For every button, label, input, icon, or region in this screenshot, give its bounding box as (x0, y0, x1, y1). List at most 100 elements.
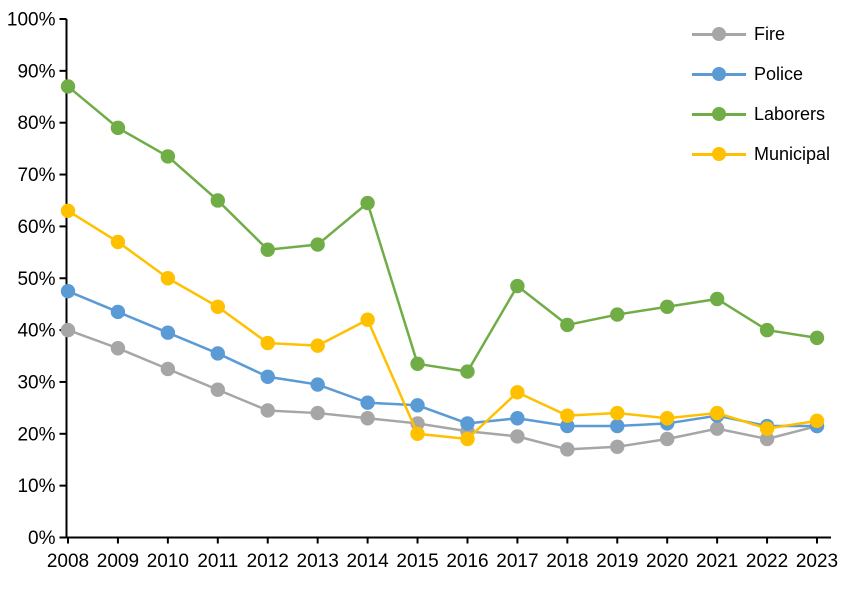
series-marker-police (510, 411, 525, 426)
series-marker-police (460, 416, 475, 431)
series-marker-laborers (360, 195, 375, 211)
x-axis-tick-label: 2015 (396, 551, 438, 572)
series-marker-municipal (210, 299, 225, 314)
series-line-municipal (67, 209, 818, 441)
x-axis-tick-label: 2022 (746, 551, 788, 572)
legend-item-police: Police (692, 58, 830, 90)
series-marker-police (360, 395, 375, 410)
series-marker-municipal (60, 203, 76, 219)
police-series-icon (692, 66, 746, 82)
legend-item-fire: Fire (692, 18, 830, 50)
y-axis-tick-label: 30% (17, 372, 55, 393)
y-axis-tick-label: 20% (17, 424, 55, 445)
series-marker-laborers (709, 291, 725, 307)
series-marker-fire (759, 431, 775, 447)
series-marker-municipal (310, 338, 325, 353)
series-marker-laborers (759, 322, 775, 338)
x-axis-tick-label: 2023 (796, 551, 838, 572)
series-marker-municipal (809, 413, 825, 429)
series-marker-municipal (260, 335, 275, 351)
x-axis-tick-label: 2014 (346, 551, 389, 572)
series-marker-municipal (510, 385, 525, 400)
series-marker-laborers (560, 317, 575, 333)
series-marker-laborers (610, 307, 625, 322)
series-marker-fire (660, 431, 675, 447)
municipal-series-icon (692, 146, 746, 162)
series-marker-police (210, 346, 225, 361)
x-axis-tick-label: 2009 (97, 551, 139, 572)
y-axis-tick-label: 70% (17, 165, 55, 186)
series-line-police (67, 290, 817, 428)
x-axis-tick-label: 2017 (496, 551, 538, 572)
series-marker-fire (110, 341, 126, 356)
legend-label-laborers: Laborers (754, 103, 826, 124)
x-axis-tick-label: 2012 (247, 551, 289, 572)
series-marker-municipal (759, 421, 775, 436)
series-marker-municipal (360, 312, 375, 327)
series-marker-police (260, 369, 275, 384)
series-marker-laborers (210, 193, 225, 208)
legend: Fire Police Laborers Municipal (692, 18, 830, 170)
series-marker-municipal (460, 431, 475, 447)
series-marker-police (410, 398, 425, 413)
series-marker-laborers (160, 149, 176, 164)
x-axis-tick-label: 2016 (446, 551, 488, 572)
x-axis-tick-label: 2019 (596, 551, 638, 572)
series-marker-police (160, 325, 176, 340)
legend-label-municipal: Municipal (754, 143, 831, 164)
series-line-laborers (67, 85, 818, 373)
series-marker-police (60, 284, 76, 299)
series-marker-fire (709, 421, 725, 436)
series-marker-police (610, 418, 625, 434)
series-marker-fire (310, 405, 325, 421)
series-marker-municipal (610, 405, 625, 421)
series-marker-police (560, 418, 575, 434)
series-marker-laborers (310, 237, 325, 252)
y-axis-tick-label: 100% (7, 10, 56, 31)
y-axis-tick-label: 0% (28, 528, 56, 549)
laborers-series-icon (692, 106, 746, 122)
series-marker-laborers (510, 278, 525, 294)
fire-series-icon (692, 26, 746, 42)
x-axis-tick-label: 2011 (197, 551, 238, 572)
legend-label-fire: Fire (754, 23, 785, 44)
series-marker-municipal (160, 271, 176, 286)
series-marker-fire (560, 442, 575, 457)
x-axis-tick-label: 2018 (546, 551, 588, 572)
x-axis-tick-label: 2013 (297, 551, 339, 572)
y-axis-tick-label: 40% (17, 321, 55, 342)
series-marker-fire (510, 429, 525, 444)
y-axis-tick-label: 80% (17, 113, 55, 134)
y-axis-tick-label: 90% (17, 61, 55, 82)
series-marker-laborers (260, 242, 275, 257)
x-axis-tick-label: 2010 (147, 551, 189, 572)
x-axis-tick-label: 2008 (47, 551, 89, 572)
series-marker-municipal (560, 408, 575, 423)
y-axis-tick-label: 10% (17, 476, 55, 497)
series-marker-laborers (809, 330, 825, 346)
y-axis-tick-label: 50% (17, 269, 55, 290)
series-marker-municipal (660, 411, 675, 426)
series-marker-police (110, 304, 126, 320)
series-marker-fire (260, 403, 275, 418)
series-line-fire (67, 328, 818, 451)
series-marker-fire (360, 411, 375, 426)
series-marker-fire (160, 361, 176, 377)
y-axis-tick-label: 60% (17, 217, 55, 238)
legend-item-municipal: Municipal (692, 138, 830, 170)
series-marker-laborers (660, 299, 675, 314)
series-marker-municipal (709, 405, 725, 421)
series-marker-laborers (460, 364, 475, 379)
x-axis-tick-label: 2020 (646, 551, 688, 572)
series-marker-laborers (410, 356, 425, 372)
series-marker-fire (60, 322, 76, 338)
legend-item-laborers: Laborers (692, 98, 830, 130)
x-axis-tick-label: 2021 (696, 551, 738, 572)
legend-label-police: Police (754, 63, 804, 84)
series-marker-municipal (410, 426, 425, 441)
series-marker-laborers (60, 79, 76, 94)
series-marker-fire (210, 382, 225, 397)
series-marker-police (310, 377, 325, 392)
